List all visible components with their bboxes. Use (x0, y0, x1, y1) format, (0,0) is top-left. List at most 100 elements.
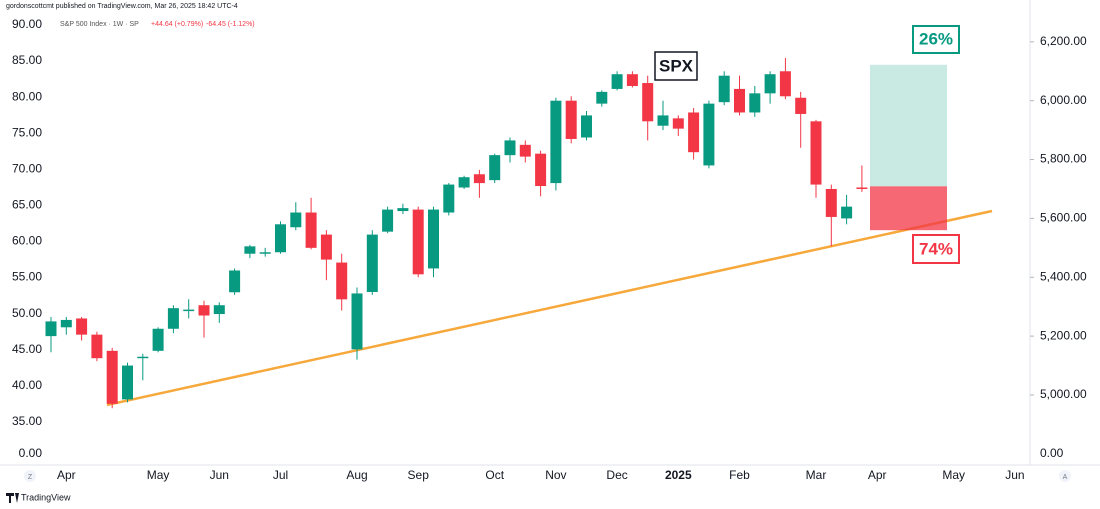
candle-body (259, 252, 271, 254)
candle-body (703, 103, 715, 166)
y2-tick-label: 60.00 (12, 234, 42, 248)
zoom-label[interactable]: Z (28, 474, 33, 481)
zoom-button[interactable] (24, 470, 36, 482)
candle-body (122, 365, 133, 400)
candle-body (642, 83, 654, 122)
candle-body (810, 121, 822, 185)
candle-body (167, 308, 179, 329)
candle-body (275, 224, 286, 253)
candle-body (91, 334, 103, 359)
candle-body (290, 212, 302, 228)
auto-button[interactable] (1059, 470, 1071, 482)
y2-tick-label: 80.00 (12, 89, 42, 103)
candle-body (428, 209, 439, 269)
y-tick-label: 5,400.00 (1040, 269, 1087, 283)
reward-label-box (912, 25, 960, 54)
auto-label[interactable]: A (1063, 474, 1068, 481)
candle-body (779, 71, 791, 97)
y2-tick-label: 40.00 (12, 378, 42, 392)
y2-tick-label: 85.00 (12, 53, 42, 67)
candle-body (841, 206, 853, 219)
candle-body (305, 212, 317, 248)
y2-bottom-label: 0.00 (19, 446, 43, 460)
risk-label-box (912, 234, 960, 264)
x-tick-label: Apr (868, 468, 887, 482)
candle-body (244, 246, 256, 254)
x-tick-label: Sep (408, 468, 430, 482)
candle-body (366, 234, 378, 292)
x-tick-label: Aug (346, 468, 367, 482)
candle-body (76, 318, 88, 335)
candle-body (581, 115, 592, 138)
candle-body (611, 74, 623, 89)
candle-body (489, 155, 501, 181)
candle-body (473, 174, 485, 184)
candle-body (382, 209, 394, 232)
x-tick-label: Mar (806, 468, 827, 482)
trend-line (106, 209, 993, 407)
candle-body (198, 305, 210, 316)
candle-body (550, 100, 562, 184)
y2-tick-label: 70.00 (12, 161, 42, 175)
candle-body (60, 319, 72, 328)
candle-body (519, 144, 531, 157)
brand: TradingView (21, 492, 71, 502)
candle-body (734, 88, 745, 113)
candle-body (672, 118, 684, 129)
x-tick-label: May (942, 468, 965, 482)
y-tick-label: 6,200.00 (1040, 34, 1087, 48)
candle-body (152, 328, 164, 351)
candle-body (412, 209, 424, 275)
x-tick-label: Oct (485, 468, 504, 482)
y-tick-label: 5,200.00 (1040, 328, 1087, 342)
x-tick-label: Jun (1005, 468, 1024, 482)
x-tick-label: Jun (210, 468, 229, 482)
y-tick-label: 5,800.00 (1040, 152, 1087, 166)
candle-body (351, 293, 363, 350)
x-tick-label: Apr (57, 468, 76, 482)
candle-body (626, 74, 638, 86)
reward-zone (870, 64, 947, 187)
candle-body (764, 74, 776, 94)
candle-body (229, 270, 241, 293)
candle-body (137, 356, 149, 359)
annotation-box (654, 51, 698, 81)
brand-logo (6, 493, 19, 503)
change-down: -64.45 (-1.12%) (206, 21, 255, 28)
x-tick-label: May (147, 468, 170, 482)
x-tick-label: Feb (729, 468, 750, 482)
y2-tick-label: 45.00 (12, 342, 42, 356)
candle-body (718, 75, 730, 103)
candle-body (213, 305, 225, 315)
candle-body (565, 100, 577, 139)
publisher: gordonscottcmt published on TradingView.… (6, 3, 238, 10)
x-tick-label: Dec (606, 468, 627, 482)
candle-body (825, 188, 837, 217)
candle-body (183, 309, 195, 312)
candle-body (596, 91, 608, 104)
y2-tick-label: 55.00 (12, 270, 42, 284)
candle-body (749, 93, 761, 113)
x-tick-label: Nov (545, 468, 566, 482)
candle-body (856, 187, 868, 189)
y2-tick-label: 90.00 (12, 17, 42, 31)
y2-tick-label: 65.00 (12, 198, 42, 212)
candle-body (458, 177, 470, 188)
x-tick-label: Jul (273, 468, 288, 482)
candle-body (688, 112, 700, 153)
y-bottom-label: 0.00 (1040, 446, 1064, 460)
candle-body (397, 208, 409, 212)
risk-zone (870, 186, 947, 231)
y-tick-label: 5,600.00 (1040, 211, 1087, 225)
candle-body (535, 153, 547, 187)
candle-body (106, 350, 118, 404)
y2-tick-label: 50.00 (12, 306, 42, 320)
reward-label: 26% (919, 29, 953, 48)
y2-tick-label: 75.00 (12, 125, 42, 139)
candle-body (443, 184, 455, 213)
y-tick-label: 6,000.00 (1040, 93, 1087, 107)
candle-body (795, 97, 807, 114)
symbol-legend: S&P 500 Index · 1W · SP (60, 21, 139, 28)
